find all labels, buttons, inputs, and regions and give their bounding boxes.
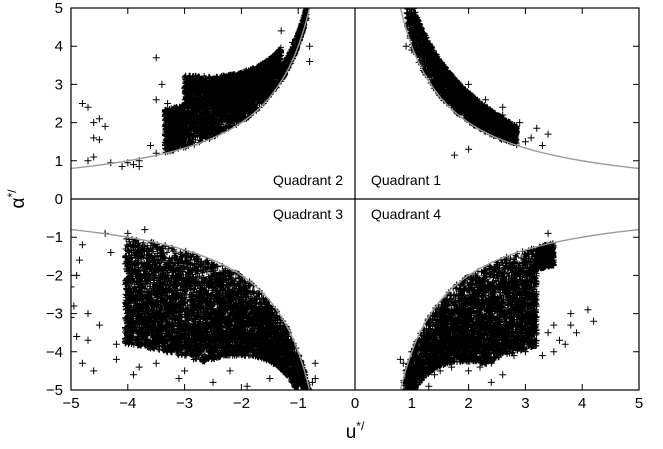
x-tick-label: 5 [635, 395, 643, 412]
x-tick-label: 4 [578, 395, 586, 412]
y-tick-label: 1 [55, 153, 63, 170]
y-axis-title-sup: */ [5, 189, 19, 198]
x-tick-label: 1 [408, 395, 416, 412]
y-tick-label: 3 [55, 76, 63, 93]
curve-layer [71, 8, 639, 390]
y-tick-label: 4 [55, 38, 63, 55]
label-layer: Quadrant 1 Quadrant 2 Quadrant 3 Quadrant 4 [273, 172, 441, 222]
x-axis-title-sup: */ [356, 419, 365, 433]
quadrant-2-label: Quadrant 2 [273, 172, 343, 188]
x-tick-label: −5 [62, 395, 79, 412]
y-tick-label: −4 [46, 344, 63, 361]
x-tick-label: −1 [290, 395, 307, 412]
y-tick-label: 5 [55, 0, 63, 17]
y-axis-title-base: α [8, 198, 29, 209]
quadrant-3-label: Quadrant 3 [273, 206, 343, 222]
y-tick-label: −5 [46, 382, 63, 399]
x-axis-title: u*/ [346, 419, 365, 443]
y-tick-label: −1 [46, 229, 63, 246]
y-tick-label: 0 [55, 191, 63, 208]
quadrant-1-label: Quadrant 1 [371, 172, 441, 188]
y-tick-label: −3 [46, 306, 63, 323]
x-tick-label: −2 [233, 395, 250, 412]
point-layer [71, 8, 598, 390]
y-axis-title: α*/ [5, 189, 29, 209]
quadrant-4-label: Quadrant 4 [371, 206, 441, 222]
x-tick-label: 0 [351, 395, 359, 412]
y-tick-label: −2 [46, 267, 63, 284]
curve-q3 [71, 228, 311, 390]
x-tick-label: 2 [464, 395, 472, 412]
x-axis-title-base: u [346, 422, 357, 443]
y-tick-label: 2 [55, 115, 63, 132]
tick-layer: −5 −4 −3 −2 −1 0 1 2 3 4 5 −5 −4 −3 −2 −1 0 1 2 3 4 5 [46, 0, 643, 412]
x-tick-label: 3 [521, 395, 529, 412]
x-tick-label: −4 [119, 395, 136, 412]
curve-q1 [399, 8, 639, 170]
curve-q4 [399, 228, 639, 390]
x-tick-label: −3 [176, 395, 193, 412]
data-points [71, 8, 598, 390]
curve-q2 [71, 8, 311, 170]
